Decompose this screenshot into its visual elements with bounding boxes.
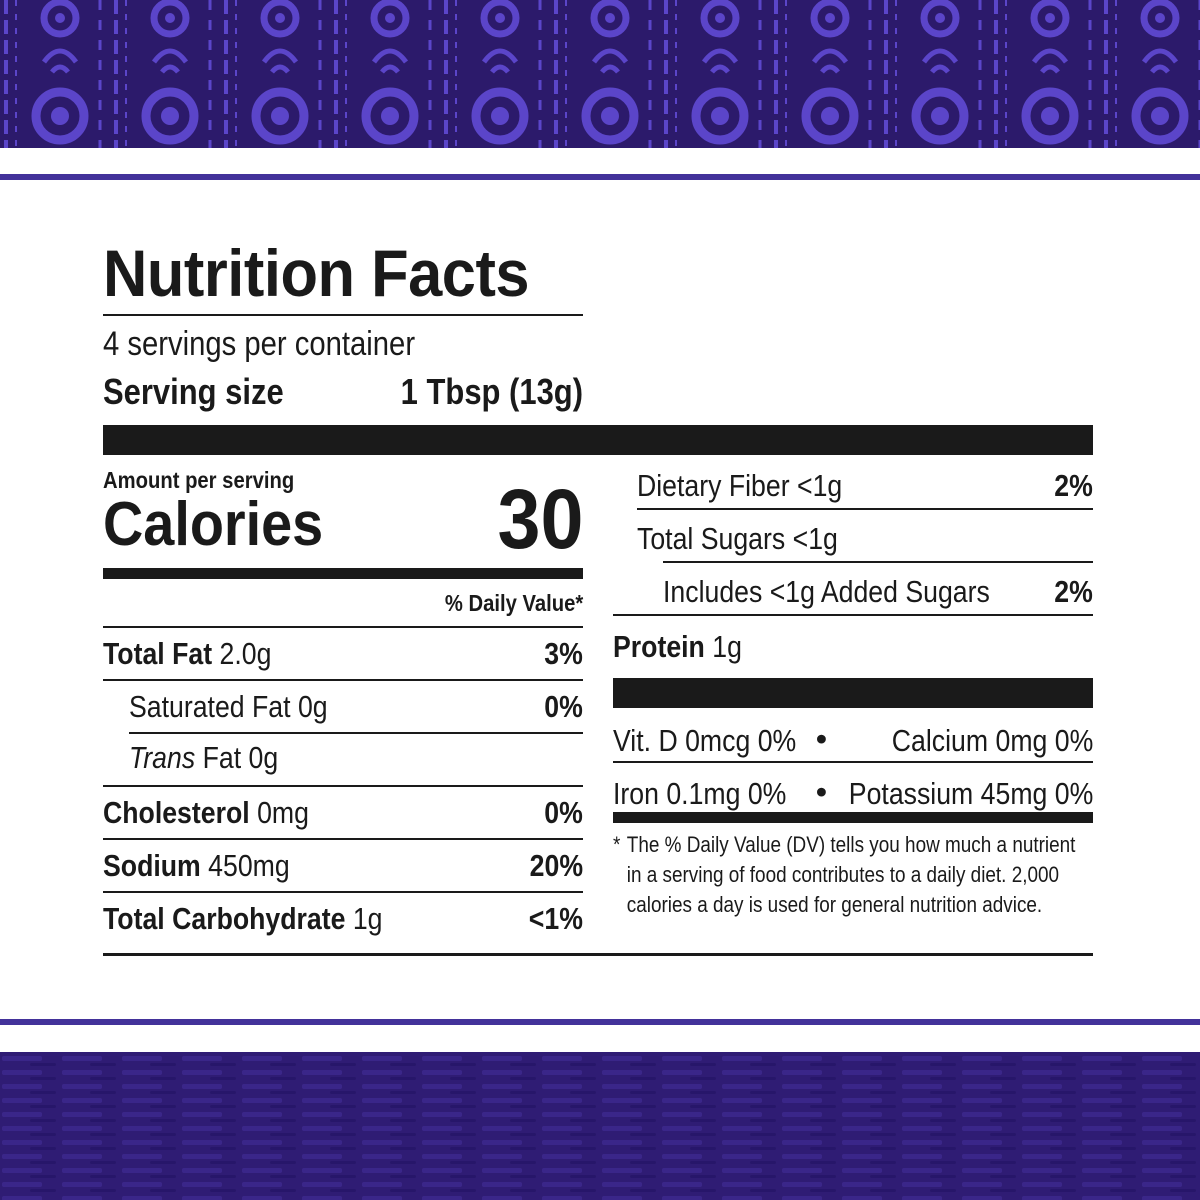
footnote-text: The % Daily Value (DV) tells you how muc… bbox=[626, 832, 1076, 917]
nutrient-row-total-carbohydrate: Total Carbohydrate 1g <1% bbox=[103, 891, 583, 944]
nutrient-row-added-sugars: Includes <1g Added Sugars 2% bbox=[613, 561, 1093, 614]
ornament-pattern-icon bbox=[0, 0, 1200, 148]
nutrient-row-trans-fat: Trans Fat 0g bbox=[103, 732, 583, 785]
nutrient-amount: 0mg bbox=[257, 795, 309, 830]
calcium: Calcium 0mg 0% bbox=[891, 723, 1093, 758]
potassium: Potassium 45mg 0% bbox=[848, 776, 1093, 811]
nutrient-name: Protein bbox=[613, 629, 705, 664]
vitamin-d: Vit. D 0mcg 0% bbox=[613, 723, 797, 758]
label-bottom-rule bbox=[103, 953, 1093, 956]
serving-size-label: Serving size bbox=[103, 371, 284, 412]
nutrient-amount: 2.0g bbox=[219, 636, 272, 671]
nutrient-name: Total Fat bbox=[103, 636, 213, 671]
nutrient-name: Total Sugars bbox=[637, 521, 786, 556]
thick-divider bbox=[103, 425, 1093, 455]
nutrient-row-cholesterol: Cholesterol 0mg 0% bbox=[103, 785, 583, 838]
nutrient-amount: Fat 0g bbox=[202, 740, 279, 775]
bullet-separator: • bbox=[816, 721, 827, 756]
thick-divider-right bbox=[613, 678, 1093, 708]
footnote-asterisk: * bbox=[613, 832, 621, 857]
nutrient-row-sodium: Sodium 450mg 20% bbox=[103, 838, 583, 891]
nutrient-row-saturated-fat: Saturated Fat 0g 0% bbox=[103, 679, 583, 732]
top-accent-rule bbox=[0, 174, 1200, 180]
label-title: Nutrition Facts bbox=[103, 236, 530, 310]
bottom-accent-rule bbox=[0, 1019, 1200, 1025]
nutrient-row-total-fat: Total Fat 2.0g 3% bbox=[103, 626, 583, 679]
nutrient-dv: 2% bbox=[1054, 468, 1093, 503]
bullet-separator: • bbox=[816, 774, 827, 809]
calories-label: Calories bbox=[103, 490, 324, 559]
row-divider bbox=[637, 508, 1093, 510]
texture-pattern-icon bbox=[0, 1052, 1200, 1200]
nutrient-name: Trans bbox=[129, 740, 196, 775]
medium-divider bbox=[103, 568, 583, 579]
row-divider bbox=[613, 614, 1093, 616]
iron: Iron 0.1mg 0% bbox=[613, 776, 787, 811]
serving-size-row: Serving size 1 Tbsp (13g) bbox=[103, 370, 583, 414]
serving-size-value: 1 Tbsp (13g) bbox=[400, 371, 583, 412]
amount-per-serving: Amount per serving bbox=[103, 467, 295, 493]
nutrient-amount: 450mg bbox=[208, 848, 290, 883]
vitamin-row-2: Iron 0.1mg 0% • Potassium 45mg 0% bbox=[613, 771, 1093, 824]
servings-per-container: 4 servings per container bbox=[103, 325, 416, 363]
nutrient-amount: <1g bbox=[797, 468, 843, 503]
nutrient-name: Dietary Fiber bbox=[637, 468, 790, 503]
nutrient-row-total-sugars: Total Sugars <1g bbox=[613, 508, 1093, 561]
top-decorative-banner bbox=[0, 0, 1200, 148]
nutrient-name: Sodium bbox=[103, 848, 201, 883]
nutrient-dv: 3% bbox=[544, 636, 583, 671]
medium-divider-right bbox=[613, 812, 1093, 823]
nutrient-dv: 0% bbox=[544, 795, 583, 830]
nutrient-name: Saturated Fat bbox=[129, 689, 291, 724]
vitamin-row-1: Vit. D 0mcg 0% • Calcium 0mg 0% bbox=[613, 718, 1093, 771]
row-divider bbox=[663, 561, 1093, 563]
nutrient-name: Includes <1g Added Sugars bbox=[663, 574, 990, 609]
nutrient-row-dietary-fiber: Dietary Fiber <1g 2% bbox=[613, 455, 1093, 508]
daily-value-header: % Daily Value* bbox=[444, 590, 583, 616]
nutrient-name: Cholesterol bbox=[103, 795, 250, 830]
nutrient-amount: <1g bbox=[792, 521, 838, 556]
nutrient-dv: 0% bbox=[544, 689, 583, 724]
calories-value: 30 bbox=[497, 472, 583, 566]
nutrient-name: Total Carbohydrate bbox=[103, 901, 346, 936]
nutrient-row-protein: Protein 1g bbox=[613, 616, 1093, 669]
nutrition-facts-label: Nutrition Facts 4 servings per container… bbox=[103, 230, 1093, 960]
nutrient-amount: 0g bbox=[297, 689, 328, 724]
nutrient-amount: 1g bbox=[712, 629, 742, 664]
nutrient-amount: 1g bbox=[352, 901, 383, 936]
nutrient-dv: 2% bbox=[1054, 574, 1093, 609]
row-divider bbox=[613, 761, 1093, 763]
nutrient-dv: <1% bbox=[528, 901, 583, 936]
bottom-decorative-banner bbox=[0, 1052, 1200, 1200]
nutrient-dv: 20% bbox=[529, 848, 583, 883]
title-divider bbox=[103, 314, 583, 316]
